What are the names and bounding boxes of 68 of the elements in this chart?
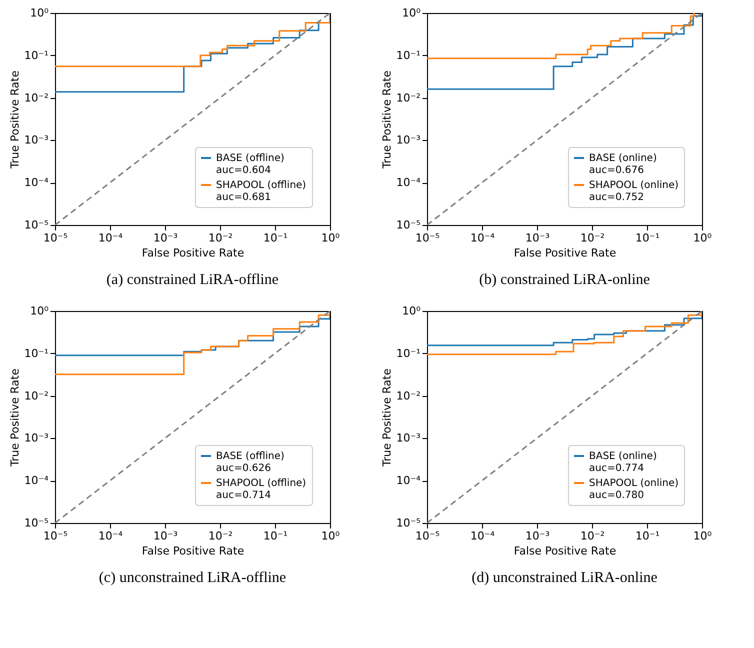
text: (a) constrained LiRA-offline [106,272,279,288]
y-tick-label: 10⁻¹ [24,346,48,360]
text: (c) unconstrained LiRA-offline [98,570,286,586]
x-tick-label: 10⁻¹ [263,530,288,542]
y-tick-label: 10⁰ [30,6,50,20]
x-tick-label: 10⁻² [208,530,233,542]
y-tick-label: 10⁻¹ [396,48,420,62]
y-tick-label: 10⁻¹ [396,346,420,360]
y-tick-label: 10⁻² [24,91,48,104]
x-tick-label: 10⁰ [693,232,712,244]
x-tick-label: 10⁻⁴ [470,232,496,244]
x-tick-label: 10⁰ [321,530,340,542]
x-tick-label: 10⁻³ [525,530,550,542]
x-axis-title: False Positive Rate [142,544,244,558]
text: (d) unconstrained LiRA-online [472,570,658,586]
x-tick-label: 10⁻⁵ [415,232,440,244]
x-tick-label: 10⁻³ [525,232,550,244]
y-axis-title: True Positive Rate [380,70,394,170]
y-tick-label: 10⁻⁵ [24,218,48,232]
x-tick-label: 10⁻⁴ [470,530,496,542]
x-tick-label: 10⁻³ [153,530,178,542]
x-tick-label: 10⁻⁵ [43,530,68,542]
y-tick-label: 10⁻² [396,389,420,402]
text: (b) constrained LiRA-online [479,272,650,288]
y-tick-label: 10⁻⁵ [24,516,48,530]
x-axis-title: False Positive Rate [514,544,616,558]
y-tick-label: 10⁻⁴ [396,474,422,488]
x-tick-label: 10⁻⁵ [415,530,440,542]
x-axis-title: False Positive Rate [142,246,244,260]
x-tick-label: 10⁻² [580,232,605,244]
y-tick-label: 10⁻² [396,91,420,104]
y-tick-label: 10⁻³ [396,134,420,147]
x-tick-label: 10⁻⁴ [98,530,124,542]
x-tick-label: 10⁻¹ [263,232,288,244]
legend-label: BASE (offline) auc=0.626 [216,451,284,474]
legend-label: SHAPOOL (online) auc=0.752 [589,180,679,203]
x-tick-label: 10⁻² [208,232,233,244]
y-axis-title: True Positive Rate [8,368,22,468]
x-axis-title: False Positive Rate [514,246,616,260]
x-tick-label: 10⁻² [580,530,605,542]
y-axis-title: True Positive Rate [380,368,394,468]
y-tick-label: 10⁻⁵ [396,516,420,530]
legend-label: SHAPOOL (offline) auc=0.681 [216,180,306,203]
x-tick-label: 10⁻⁴ [98,232,124,244]
x-tick-label: 10⁰ [693,530,712,542]
y-tick-label: 10⁻⁵ [396,218,420,232]
legend-label: BASE (online) auc=0.774 [589,451,657,474]
y-tick-label: 10⁰ [402,304,422,318]
x-tick-label: 10⁻⁵ [43,232,68,244]
legend-label: BASE (online) auc=0.676 [589,153,657,176]
y-tick-label: 10⁻¹ [24,48,48,62]
y-tick-label: 10⁻² [24,389,48,402]
y-tick-label: 10⁻³ [24,134,48,147]
y-tick-label: 10⁰ [30,304,50,318]
y-tick-label: 10⁰ [402,6,422,20]
legend-label: SHAPOOL (online) auc=0.780 [589,478,679,501]
legend-label: SHAPOOL (offline) auc=0.714 [216,478,306,501]
y-tick-label: 10⁻⁴ [24,176,50,190]
y-axis-title: True Positive Rate [8,70,22,170]
y-tick-label: 10⁻³ [24,432,48,445]
x-tick-label: 10⁰ [321,232,340,244]
x-tick-label: 10⁻¹ [635,530,660,542]
legend-label: BASE (offline) auc=0.604 [216,153,284,176]
x-tick-label: 10⁻¹ [635,232,660,244]
y-tick-label: 10⁻³ [396,432,420,445]
x-tick-label: 10⁻³ [153,232,178,244]
y-tick-label: 10⁻⁴ [396,176,422,190]
y-tick-label: 10⁻⁴ [24,474,50,488]
